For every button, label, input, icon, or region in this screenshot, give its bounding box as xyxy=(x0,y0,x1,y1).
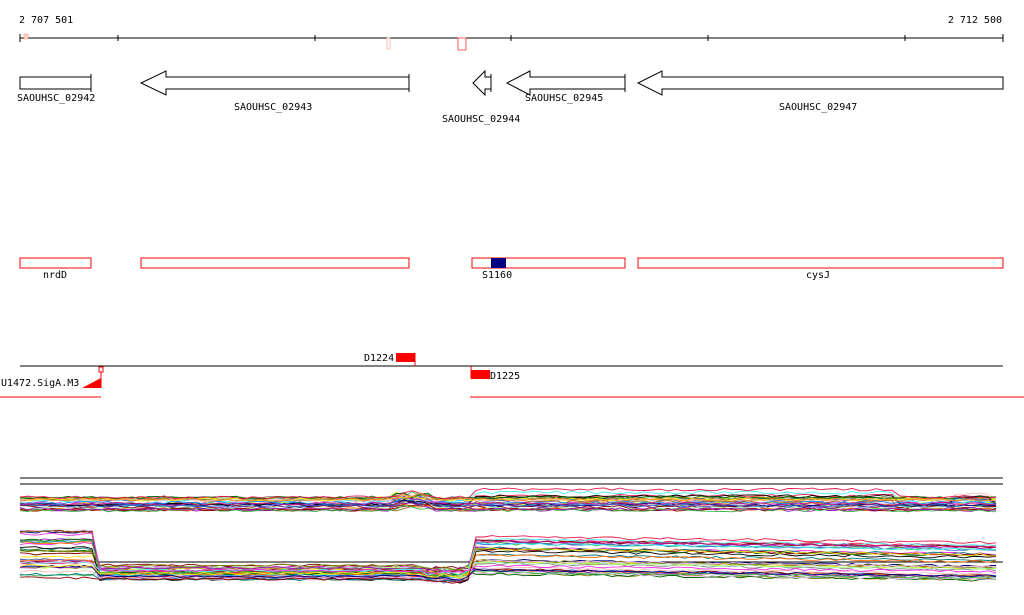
profile-line xyxy=(19,494,997,507)
gene-label: SAOUHSC_02943 xyxy=(234,102,312,113)
profile-line xyxy=(19,487,997,500)
element-u1472-siga-m3[interactable] xyxy=(82,378,101,388)
gene-label: SAOUHSC_02947 xyxy=(779,102,857,113)
element-u1472-marker xyxy=(98,366,104,373)
element-d1225[interactable] xyxy=(471,370,490,379)
start-coordinate: 2 707 501 xyxy=(19,15,73,26)
profile-line xyxy=(19,549,997,582)
profile-line xyxy=(19,565,997,579)
element-label: D1224 xyxy=(364,353,394,364)
feature-box-s1160[interactable] xyxy=(471,257,626,269)
gene-arrow[interactable] xyxy=(505,70,626,96)
gene-label: SAOUHSC_02945 xyxy=(525,93,603,104)
gene-saouhsc-02947[interactable]: SAOUHSC_02947 xyxy=(636,70,1004,113)
gene-arrow[interactable] xyxy=(19,74,92,92)
profile-line xyxy=(19,559,997,582)
profile-line xyxy=(19,547,997,578)
profile-line xyxy=(19,532,997,574)
expression-profiles xyxy=(19,477,1003,584)
ruler-region-marker[interactable] xyxy=(23,33,29,40)
end-coordinate: 2 712 500 xyxy=(948,15,1002,26)
profile-line xyxy=(19,495,997,505)
coordinate-ruler: 2 707 501 2 712 500 xyxy=(19,15,1004,51)
feature-label: nrdD xyxy=(43,270,67,281)
gene-arrow[interactable] xyxy=(636,70,1004,96)
feature-label: S1160 xyxy=(482,270,512,281)
element-d1224[interactable] xyxy=(396,353,415,362)
gene-arrow[interactable] xyxy=(139,70,410,96)
gene-saouhsc-02942[interactable]: SAOUHSC_02942 xyxy=(17,74,95,104)
profile-line xyxy=(19,539,997,582)
feature-label: cysJ xyxy=(806,270,830,281)
element-label: D1225 xyxy=(490,371,520,382)
profile-line xyxy=(19,547,997,584)
feature-mark-s1160[interactable] xyxy=(491,258,506,268)
element-track: D1224 D1225 U1472.SigA.M3 xyxy=(0,353,1024,398)
profile-line xyxy=(19,497,997,508)
gene-saouhsc-02944[interactable]: SAOUHSC_02944 xyxy=(442,69,520,125)
feature-box-cysj[interactable] xyxy=(637,257,1004,269)
ruler-region-marker[interactable] xyxy=(457,37,467,51)
gene-saouhsc-02945[interactable]: SAOUHSC_02945 xyxy=(505,70,626,104)
gene-label: SAOUHSC_02944 xyxy=(442,114,520,125)
feature-track: nrdD S1160 cysJ xyxy=(19,257,1004,281)
gene-track: SAOUHSC_02942 SAOUHSC_02943 SAOUHSC_0294… xyxy=(17,69,1004,125)
profile-line xyxy=(19,492,997,502)
gene-arrow[interactable] xyxy=(472,69,492,97)
feature-box[interactable] xyxy=(140,257,410,269)
profile-line xyxy=(19,490,997,503)
element-label: U1472.SigA.M3 xyxy=(1,378,79,389)
profile-line xyxy=(19,502,997,511)
ruler-region-marker[interactable] xyxy=(386,37,391,50)
gene-label: SAOUHSC_02942 xyxy=(17,93,95,104)
feature-box-nrdd[interactable] xyxy=(19,257,92,269)
gene-saouhsc-02943[interactable]: SAOUHSC_02943 xyxy=(139,70,410,113)
profile-line xyxy=(19,565,997,581)
